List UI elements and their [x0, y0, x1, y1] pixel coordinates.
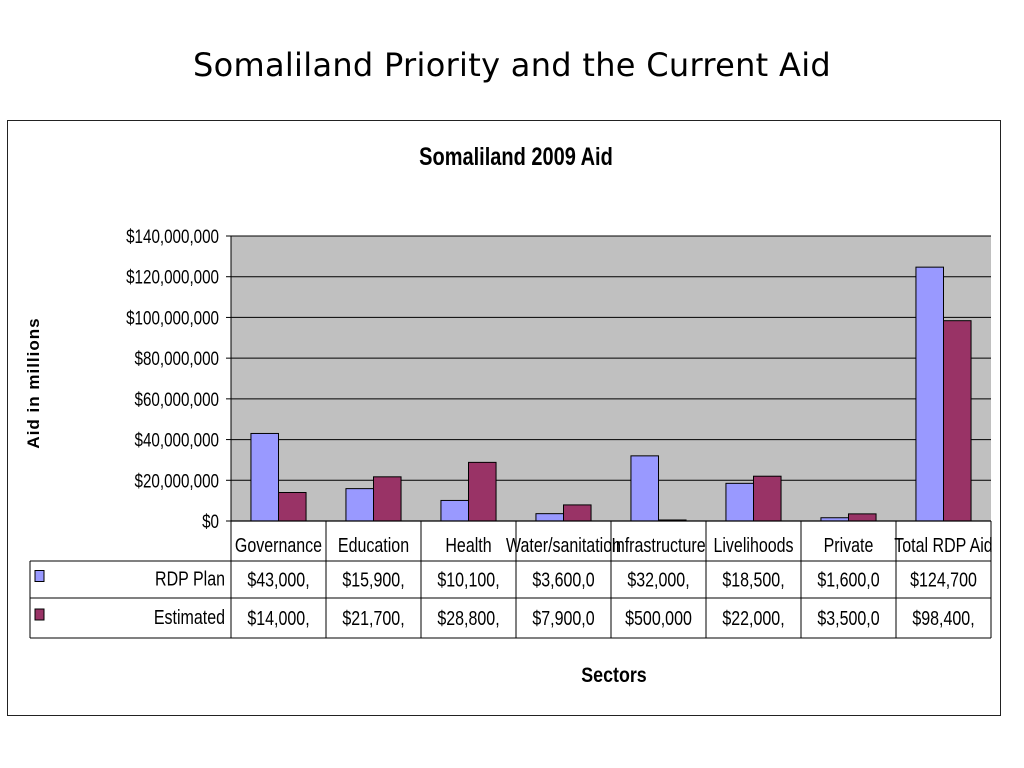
y-tick-label: $0 [202, 510, 219, 532]
data-table-label: $15,900, [342, 569, 404, 591]
data-table-label: $28,800, [437, 607, 499, 629]
bar-estimated [373, 476, 402, 522]
bar-rdp-plan [535, 513, 565, 522]
y-tick-label: $20,000,000 [135, 470, 219, 492]
bar-estimated [848, 513, 877, 522]
y-tick-label: $40,000,000 [135, 429, 219, 451]
legend-label: RDP Plan [155, 568, 225, 590]
legend-key [34, 608, 45, 621]
data-table-label: $500,000 [625, 607, 692, 629]
bar-rdp-plan [915, 266, 945, 522]
data-table-label: $14,000, [247, 607, 309, 629]
data-table-label: $98,400, [912, 607, 974, 629]
x-tick-label: Governance [235, 534, 322, 556]
y-axis-label: Aid in millions [24, 317, 43, 448]
bar-chart: Somaliland 2009 Aid Aid in millions Sect… [24, 143, 993, 688]
bar-rdp-plan [250, 432, 279, 522]
x-tick-label: Infrastructure [611, 534, 705, 556]
data-table-label: $43,000, [247, 569, 309, 591]
bar-rdp-plan [440, 499, 470, 522]
data-table-label: $3,600,0 [532, 569, 594, 591]
bar-estimated [278, 492, 307, 522]
data-table-label: $7,900,0 [532, 607, 594, 629]
data-table-label: $22,000, [722, 607, 784, 629]
y-tick-label: $60,000,000 [135, 388, 219, 410]
data-table-label: $32,000, [627, 569, 689, 591]
x-tick-label: Health [445, 534, 491, 556]
x-axis-label: Sectors [581, 664, 647, 688]
x-tick-label: Water/sanitation [506, 534, 621, 556]
y-tick-label: $140,000,000 [126, 225, 219, 247]
x-tick-label: Private [824, 534, 874, 556]
x-tick-label: Total RDP Aid [894, 534, 992, 556]
bar-estimated [468, 461, 497, 522]
data-table-label: $18,500, [722, 569, 784, 591]
data-table-label: $10,100, [437, 569, 499, 591]
slide-title: Somaliland Priority and the Current Aid [193, 46, 831, 84]
bar-rdp-plan [345, 488, 375, 522]
bar-rdp-plan [725, 482, 755, 522]
bar-estimated [753, 475, 782, 522]
chart-title: Somaliland 2009 Aid [419, 143, 613, 171]
bar-estimated [943, 320, 972, 522]
legend-key [34, 570, 45, 582]
plot-area [231, 236, 991, 521]
legend-label: Estimated [154, 606, 225, 628]
data-table-label: $21,700, [342, 607, 404, 629]
x-tick-label: Education [338, 534, 409, 556]
x-tick-label: Livelihoods [713, 534, 793, 556]
y-tick-label: $120,000,000 [126, 266, 219, 288]
bar-rdp-plan [630, 455, 660, 522]
data-table-label: $124,700 [910, 569, 977, 591]
plot-layer: $0 $20,000,000 $40,000,000 $60,000,000 $80,0… [29, 225, 993, 639]
y-tick-label: $100,000,000 [126, 307, 219, 329]
y-tick-label: $80,000,000 [135, 347, 219, 369]
data-table-label: $1,600,0 [817, 569, 879, 591]
bar-estimated [563, 504, 592, 522]
data-table-label: $3,500,0 [817, 607, 879, 629]
chart-frame: Somaliland 2009 Aid Aid in millions Sect… [7, 120, 1001, 716]
